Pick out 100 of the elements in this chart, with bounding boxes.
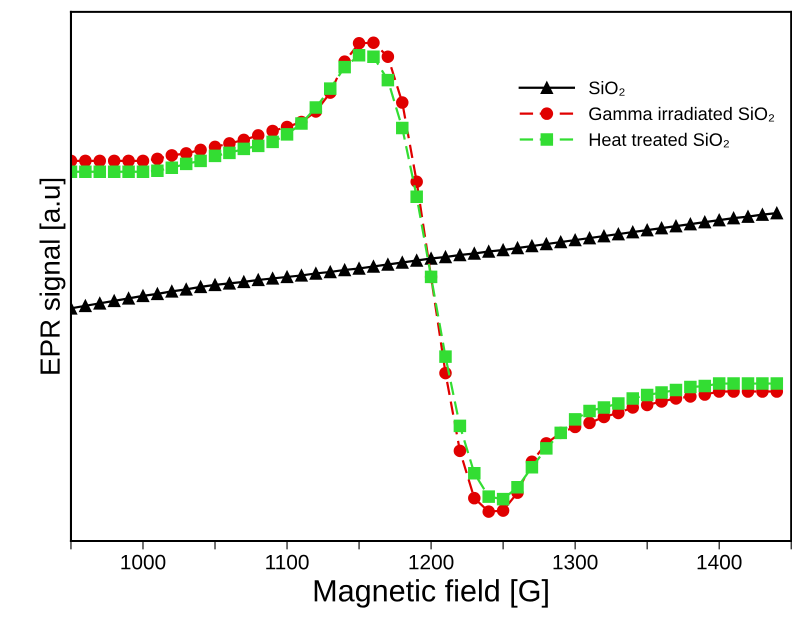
point	[482, 245, 495, 258]
x-tick-label: 1000	[121, 554, 166, 570]
point	[410, 190, 423, 203]
point	[439, 350, 452, 363]
point	[454, 444, 466, 458]
legend-label: Gamma irradiated SiO₂	[589, 106, 774, 122]
point	[540, 238, 553, 250]
point	[338, 264, 351, 276]
point	[396, 96, 409, 109]
point	[554, 236, 567, 248]
point	[122, 292, 135, 305]
point	[94, 297, 106, 310]
point	[382, 50, 394, 63]
point	[166, 285, 178, 298]
point	[367, 36, 380, 49]
point	[424, 252, 438, 265]
point	[367, 260, 380, 273]
point	[511, 242, 524, 254]
point	[698, 380, 712, 392]
point	[136, 290, 150, 302]
point	[396, 122, 409, 134]
point	[496, 492, 510, 506]
point	[94, 166, 106, 178]
point	[583, 416, 596, 430]
x-tick-label: 1300	[554, 554, 598, 570]
point	[352, 36, 366, 50]
point	[295, 269, 308, 282]
point	[598, 401, 610, 414]
point	[122, 166, 135, 178]
point	[670, 220, 682, 232]
point	[166, 149, 178, 162]
point	[180, 158, 192, 170]
point	[640, 224, 654, 236]
point	[151, 288, 164, 300]
point	[266, 136, 279, 148]
point	[367, 50, 380, 63]
point	[742, 377, 754, 390]
point	[208, 278, 222, 292]
point	[540, 442, 553, 455]
point	[352, 262, 366, 275]
point	[223, 277, 236, 290]
point	[640, 388, 654, 402]
point	[496, 504, 510, 517]
point	[79, 300, 92, 312]
point	[526, 240, 538, 252]
legend-label: SiO₂	[589, 81, 625, 96]
point	[626, 226, 640, 238]
point	[598, 230, 610, 242]
x-axis-title: Magnetic field [G]	[314, 579, 548, 608]
point	[324, 82, 336, 95]
point	[583, 232, 596, 244]
point	[670, 384, 682, 396]
point	[310, 267, 322, 280]
point	[108, 166, 120, 178]
point	[280, 128, 294, 141]
point	[338, 60, 351, 74]
point	[324, 266, 336, 278]
x-tick-label: 1400	[698, 554, 742, 570]
point	[655, 386, 668, 399]
point	[151, 152, 164, 166]
point	[568, 413, 582, 426]
point	[382, 74, 394, 86]
point	[526, 461, 538, 474]
point	[468, 247, 481, 260]
point	[194, 280, 207, 294]
point	[626, 392, 640, 405]
point	[712, 377, 726, 390]
point	[280, 270, 294, 284]
point	[79, 166, 92, 178]
point	[266, 124, 279, 138]
point	[194, 154, 207, 168]
point	[252, 274, 264, 286]
point	[136, 166, 150, 178]
point	[684, 218, 697, 230]
point	[612, 228, 625, 240]
point	[655, 222, 668, 234]
point	[770, 206, 784, 220]
point	[742, 210, 754, 223]
point	[482, 505, 495, 518]
point	[583, 404, 596, 418]
point	[266, 272, 279, 285]
point	[454, 420, 466, 432]
point	[108, 294, 120, 308]
point	[382, 258, 394, 271]
point	[151, 164, 164, 178]
point	[511, 480, 524, 494]
x-tick-label: 1100	[266, 554, 309, 570]
point	[468, 492, 481, 504]
point	[698, 216, 712, 228]
legend-label: Heat treated SiO₂	[590, 132, 729, 148]
point	[223, 146, 236, 160]
point	[612, 397, 625, 410]
point	[756, 208, 769, 221]
point	[410, 176, 423, 188]
point	[396, 256, 409, 269]
point	[352, 48, 366, 62]
point	[468, 466, 481, 480]
point	[238, 276, 250, 288]
point	[238, 142, 250, 156]
x-tick-label: 1200	[410, 554, 454, 570]
